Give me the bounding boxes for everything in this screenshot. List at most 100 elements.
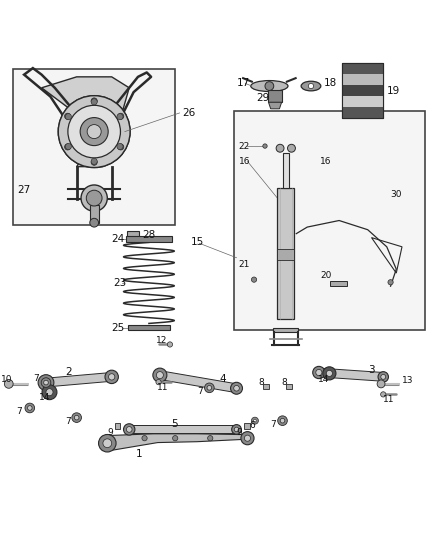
- Circle shape: [230, 382, 243, 394]
- Circle shape: [234, 427, 239, 432]
- Text: 22: 22: [239, 142, 250, 150]
- Circle shape: [117, 114, 123, 120]
- Circle shape: [173, 435, 178, 441]
- Circle shape: [241, 432, 254, 445]
- Circle shape: [46, 389, 53, 395]
- Circle shape: [265, 82, 274, 91]
- Circle shape: [91, 158, 97, 165]
- Text: 2: 2: [66, 367, 72, 377]
- Ellipse shape: [251, 80, 288, 92]
- Circle shape: [276, 144, 284, 152]
- Bar: [273, 328, 298, 332]
- Bar: [342, 74, 383, 85]
- Bar: [244, 423, 250, 429]
- Circle shape: [378, 372, 389, 382]
- Circle shape: [58, 96, 130, 167]
- Circle shape: [280, 418, 285, 423]
- Text: 7: 7: [17, 407, 22, 416]
- Circle shape: [207, 385, 212, 390]
- Bar: [330, 281, 347, 286]
- Text: 6: 6: [250, 422, 255, 431]
- Polygon shape: [42, 77, 129, 167]
- Polygon shape: [268, 102, 282, 109]
- Circle shape: [118, 144, 124, 150]
- Bar: [342, 63, 383, 118]
- Text: 25: 25: [112, 323, 125, 333]
- Text: 16: 16: [320, 157, 332, 166]
- Text: 4: 4: [219, 374, 226, 384]
- Text: 14: 14: [318, 375, 330, 384]
- Circle shape: [244, 435, 251, 441]
- Text: 7: 7: [33, 374, 39, 383]
- Circle shape: [68, 106, 120, 158]
- Circle shape: [263, 144, 267, 148]
- Text: 30: 30: [391, 190, 402, 199]
- Bar: [283, 152, 289, 188]
- Bar: [342, 107, 383, 118]
- Circle shape: [381, 392, 386, 397]
- Text: 20: 20: [320, 271, 332, 280]
- Text: 9: 9: [237, 429, 242, 438]
- Circle shape: [65, 114, 71, 120]
- Bar: [277, 188, 294, 319]
- Polygon shape: [318, 368, 384, 381]
- Text: 16: 16: [239, 157, 250, 166]
- Text: 23: 23: [113, 278, 126, 288]
- Circle shape: [287, 144, 295, 152]
- Circle shape: [142, 435, 147, 441]
- Circle shape: [316, 369, 322, 376]
- Circle shape: [251, 417, 258, 424]
- Text: 8: 8: [258, 378, 264, 387]
- Text: 8: 8: [282, 378, 287, 387]
- Bar: [128, 325, 170, 330]
- Circle shape: [208, 435, 213, 441]
- Text: 29: 29: [257, 93, 270, 103]
- Text: 18: 18: [324, 77, 337, 87]
- Circle shape: [167, 342, 173, 347]
- Circle shape: [205, 383, 214, 393]
- Circle shape: [42, 385, 57, 400]
- Circle shape: [118, 113, 124, 119]
- Circle shape: [38, 375, 54, 391]
- Text: 10: 10: [1, 375, 12, 384]
- Bar: [115, 423, 120, 429]
- Polygon shape: [129, 425, 237, 433]
- Circle shape: [64, 144, 71, 150]
- Text: 11: 11: [383, 395, 395, 404]
- Circle shape: [91, 99, 97, 105]
- Circle shape: [308, 84, 314, 88]
- Circle shape: [91, 159, 97, 165]
- Text: 7: 7: [65, 417, 71, 426]
- Bar: [342, 63, 383, 74]
- Text: 13: 13: [402, 376, 413, 385]
- Text: 27: 27: [18, 185, 31, 195]
- Circle shape: [254, 419, 256, 422]
- Circle shape: [68, 106, 120, 158]
- Circle shape: [103, 439, 112, 448]
- Circle shape: [232, 425, 241, 434]
- Circle shape: [99, 434, 116, 452]
- Circle shape: [234, 385, 239, 391]
- Text: 9: 9: [107, 429, 113, 438]
- Text: 12: 12: [155, 336, 167, 344]
- Circle shape: [377, 380, 385, 388]
- Text: 26: 26: [182, 108, 195, 118]
- Text: 15: 15: [191, 237, 204, 247]
- Circle shape: [153, 368, 167, 382]
- Text: 14: 14: [39, 393, 50, 402]
- Circle shape: [25, 403, 35, 413]
- Circle shape: [42, 378, 50, 386]
- Text: 7: 7: [197, 387, 203, 396]
- Circle shape: [251, 277, 257, 282]
- Bar: [90, 205, 99, 223]
- Bar: [268, 90, 282, 102]
- Bar: [286, 384, 292, 389]
- Circle shape: [58, 96, 130, 167]
- Circle shape: [91, 98, 97, 104]
- Circle shape: [156, 372, 163, 378]
- Circle shape: [90, 219, 99, 227]
- Circle shape: [278, 416, 287, 425]
- Circle shape: [41, 378, 51, 387]
- Polygon shape: [102, 434, 250, 451]
- Circle shape: [44, 380, 48, 385]
